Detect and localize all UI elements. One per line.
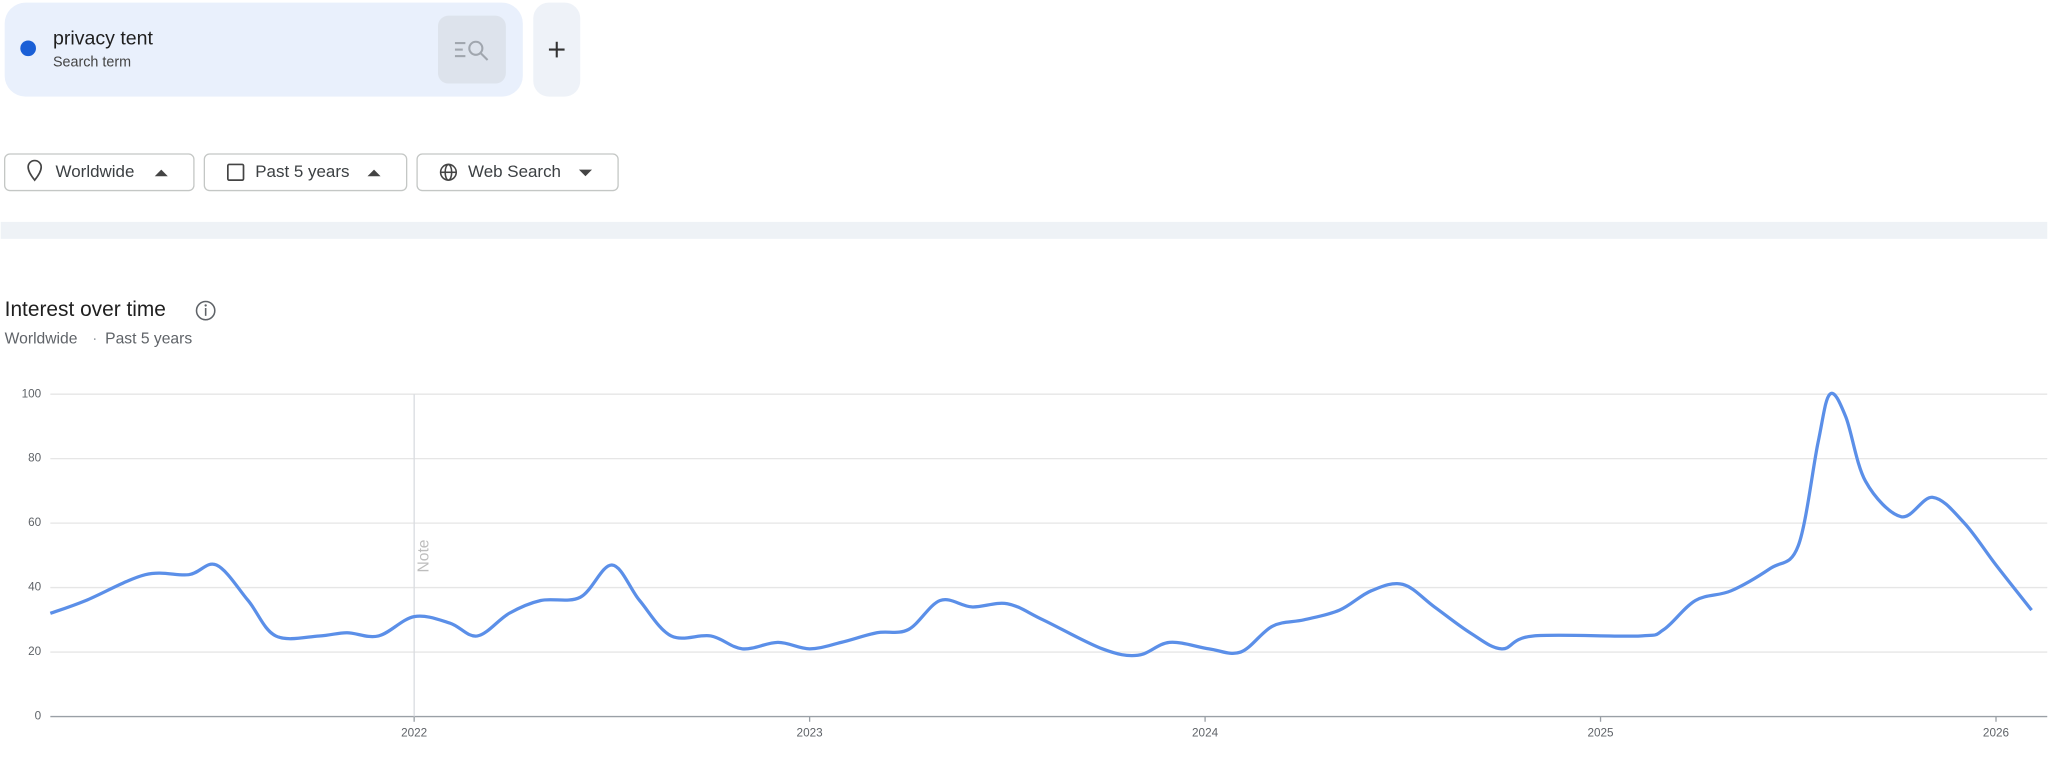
- x-tick-label: 2022: [401, 727, 427, 740]
- subtitle-period: Past 5 years: [105, 330, 192, 347]
- globe-icon: [439, 163, 458, 181]
- caret: [154, 169, 168, 177]
- compare-button[interactable]: [437, 15, 506, 84]
- y-tick-label: 0: [35, 710, 42, 723]
- location-filter[interactable]: [4, 153, 195, 192]
- search-card[interactable]: [4, 2, 523, 97]
- info-dot: [204, 304, 207, 307]
- caret: [367, 169, 381, 177]
- search-term: privacy tent: [53, 27, 154, 49]
- trend-line: [49, 391, 2033, 658]
- filter-label: Past 5 years: [255, 162, 349, 181]
- calendar-icon: [226, 163, 245, 181]
- y-tick-label: 60: [28, 516, 42, 529]
- plus-icon: [548, 41, 565, 58]
- subtitle-separator: ·: [92, 330, 97, 347]
- chart-title: Interest over time: [5, 298, 166, 321]
- x-tick-label: 2026: [1983, 727, 2010, 740]
- y-tick-label: 80: [28, 452, 42, 465]
- divider: [0, 221, 2048, 239]
- filter-label: Worldwide: [56, 162, 135, 181]
- pin-icon: [27, 159, 43, 182]
- y-tick-label: 100: [22, 387, 42, 400]
- y-tick-label: 20: [28, 645, 42, 658]
- series-dot: [20, 40, 36, 57]
- property-filter[interactable]: [416, 153, 619, 192]
- info-icon[interactable]: [195, 300, 216, 321]
- x-tick-label: 2023: [797, 727, 824, 740]
- caret: [578, 169, 592, 177]
- search-kind: Search term: [53, 54, 131, 70]
- time-filter[interactable]: [203, 153, 408, 192]
- y-tick-label: 40: [28, 581, 42, 594]
- x-tick-label: 2025: [1587, 727, 1614, 740]
- subtitle-location: Worldwide: [5, 330, 78, 347]
- annotation-label: Note: [416, 539, 433, 572]
- filter-label: Web Search: [468, 162, 561, 181]
- x-tick-label: 2024: [1192, 727, 1219, 740]
- search-icon: [454, 40, 489, 61]
